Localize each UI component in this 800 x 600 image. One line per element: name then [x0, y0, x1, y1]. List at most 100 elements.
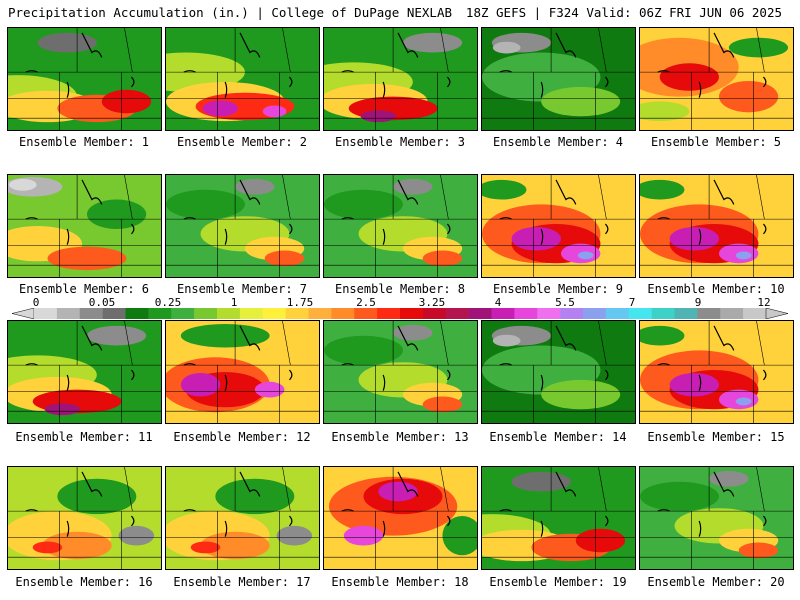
ensemble-member-map [639, 466, 794, 570]
state-borders [324, 467, 477, 569]
precip-contour [324, 189, 403, 220]
colorbar-tick-label: 7 [628, 296, 636, 309]
ensemble-member-label: Ensemble Member: 12 [173, 430, 311, 444]
precip-contour [32, 541, 63, 554]
state-borders [324, 28, 477, 130]
precip-contour [492, 41, 521, 54]
precip-contour [264, 250, 305, 267]
state-borders [166, 467, 319, 569]
ensemble-member-label: Ensemble Member: 10 [647, 282, 785, 296]
precip-contour [640, 481, 719, 512]
precip-contour [669, 226, 719, 251]
precip-contour [442, 516, 477, 556]
precip-contour [640, 179, 685, 200]
colorbar-swatch [125, 308, 149, 319]
precip-contour [728, 37, 789, 58]
precip-contour [640, 325, 685, 346]
colorbar-tick-label: 1 [230, 296, 238, 309]
precip-contour [640, 101, 690, 122]
model-run-info: 18Z GEFS | F324 Valid: 06Z FRI JUN 06 20… [465, 5, 782, 20]
lakes-coastline [657, 471, 767, 537]
lakes-coastline [499, 471, 609, 537]
lakes-coastline [183, 32, 293, 98]
colorbar-tick-label: 9 [694, 296, 702, 309]
ensemble-member-map [165, 466, 320, 570]
state-borders [8, 28, 161, 130]
colorbar-swatch [491, 308, 515, 319]
state-borders [640, 28, 793, 130]
ensemble-member-label: Ensemble Member: 6 [18, 282, 150, 296]
ensemble-member-map [481, 27, 636, 131]
ensemble-member-map [7, 27, 162, 131]
colorbar-tick-label: 12 [757, 296, 771, 309]
colorbar-swatch [331, 308, 355, 319]
precip-contour [276, 525, 313, 546]
colorbar-swatch [377, 308, 401, 319]
precip-contour [8, 178, 37, 191]
ensemble-member-label: Ensemble Member: 2 [176, 135, 308, 149]
lakes-coastline [183, 179, 293, 245]
state-borders [640, 467, 793, 569]
ensemble-member-label: Ensemble Member: 17 [173, 575, 311, 589]
ensemble-member-map [165, 174, 320, 278]
state-borders [8, 467, 161, 569]
lakes-coastline [183, 471, 293, 537]
colorbar-swatch [720, 308, 744, 319]
lakes-coastline [657, 179, 767, 245]
ensemble-member-label: Ensemble Member: 9 [492, 282, 624, 296]
ensemble-member-map [165, 320, 320, 424]
precip-contour [378, 481, 418, 502]
colorbar-tick-label: 0.25 [154, 296, 182, 309]
colorbar-swatch [34, 308, 58, 319]
precip-contour [166, 189, 245, 220]
ensemble-member-label: Ensemble Member: 14 [489, 430, 627, 444]
ensemble-member-label: Ensemble Member: 13 [331, 430, 469, 444]
ensemble-member-map [481, 320, 636, 424]
precip-contour [101, 89, 152, 114]
lakes-coastline [183, 325, 293, 391]
state-borders [640, 175, 793, 277]
precip-contour [659, 63, 719, 91]
ensemble-member-label: Ensemble Member: 18 [331, 575, 469, 589]
precipitation-colorbar [12, 308, 788, 319]
ensemble-member-map [639, 27, 794, 131]
ensemble-member-label: Ensemble Member: 16 [15, 575, 153, 589]
colorbar-tick-label: 4 [494, 296, 502, 309]
state-borders [482, 175, 635, 277]
state-borders [324, 175, 477, 277]
state-borders [166, 175, 319, 277]
map-title: Precipitation Accumulation (in.) | Colle… [8, 5, 453, 20]
colorbar-tick-label: 3.25 [418, 296, 446, 309]
ensemble-member-label: Ensemble Member: 1 [18, 135, 150, 149]
precip-contour [669, 372, 719, 397]
precip-contour [735, 397, 752, 406]
precip-contour [118, 525, 155, 546]
colorbar-swatch [583, 308, 607, 319]
colorbar-swatch [651, 308, 675, 319]
colorbar-swatch [697, 308, 721, 319]
precip-contour [343, 525, 384, 546]
ensemble-member-label: Ensemble Member: 11 [15, 430, 153, 444]
precip-contour [575, 528, 626, 553]
ensemble-member-map [323, 466, 478, 570]
colorbar-swatch [468, 308, 492, 319]
colorbar-tick-label: 1.75 [286, 296, 314, 309]
precip-contour [738, 542, 779, 559]
ensemble-member-map [639, 174, 794, 278]
colorbar-swatch [79, 308, 103, 319]
state-borders [324, 321, 477, 423]
lakes-coastline [341, 471, 451, 537]
lakes-coastline [25, 179, 135, 245]
lakes-coastline [657, 325, 767, 391]
ensemble-member-map [7, 320, 162, 424]
precip-contour [86, 199, 147, 229]
colorbar-swatch [239, 308, 264, 319]
ensemble-member-map [7, 466, 162, 570]
ensemble-member-map [323, 174, 478, 278]
lakes-coastline [25, 325, 135, 391]
colorbar-swatch [285, 308, 309, 319]
colorbar-swatch [102, 308, 126, 319]
colorbar-swatch [605, 308, 630, 319]
precip-contour [180, 323, 270, 348]
precip-contour [324, 335, 403, 366]
